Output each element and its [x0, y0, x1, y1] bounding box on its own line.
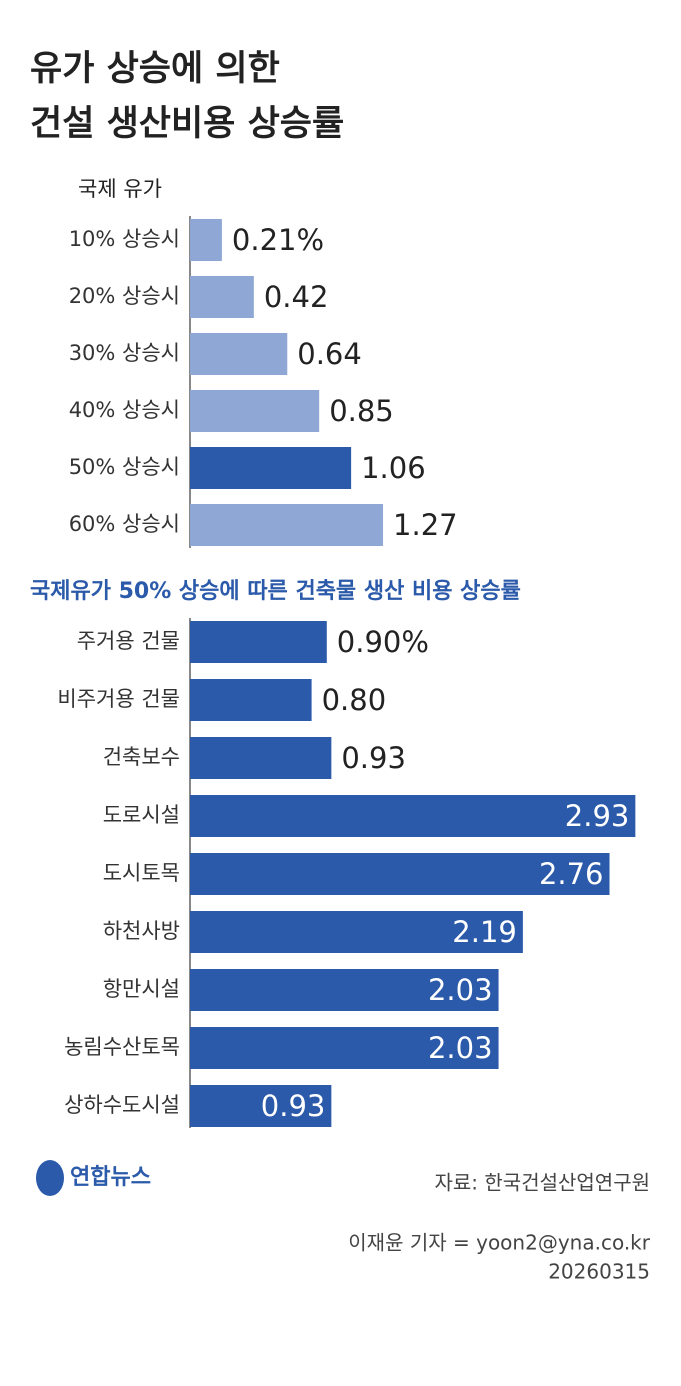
title-line: 건설 생산비용 상승률	[30, 104, 344, 144]
bar	[190, 1085, 332, 1127]
chart-subtitle: 국제유가 50% 상승에 따른 건축물 생산 비용 상승률	[30, 579, 521, 604]
y-tick-label: 항만시설	[103, 977, 180, 1001]
bar	[190, 795, 636, 837]
bar	[190, 679, 312, 721]
value-label: 0.93	[261, 1089, 326, 1123]
value-label: 0.80	[322, 683, 387, 717]
value-label: 1.06	[361, 451, 426, 485]
value-label: 0.64	[297, 337, 362, 371]
bar	[190, 390, 320, 432]
title-line: 유가 상승에 의한	[30, 49, 280, 89]
value-label: 0.93	[341, 741, 406, 775]
value-label: 2.03	[428, 1031, 493, 1065]
date: 20260315	[548, 1260, 650, 1284]
y-tick-label: 농림수산토목	[64, 1035, 180, 1059]
value-label: 2.76	[539, 857, 604, 891]
value-label: 0.90%	[337, 625, 429, 659]
y-tick-label: 상하수도시설	[64, 1093, 180, 1117]
bar	[190, 853, 610, 895]
y-tick-label: 50% 상승시	[69, 455, 180, 479]
y-tick-label: 30% 상승시	[69, 341, 180, 365]
value-label: 0.85	[329, 394, 394, 428]
value-label: 2.03	[428, 973, 493, 1007]
y-tick-label: 도로시설	[103, 803, 180, 827]
credit: 이재윤 기자 = yoon2@yna.co.kr	[348, 1231, 650, 1255]
y-tick-label: 40% 상승시	[69, 398, 180, 422]
bar	[190, 969, 499, 1011]
y-tick-label: 하천사방	[103, 919, 180, 943]
bar	[190, 1027, 499, 1069]
logo-mark	[36, 1160, 64, 1196]
value-label: 2.93	[565, 799, 630, 833]
bar	[190, 911, 523, 953]
bar	[190, 504, 384, 546]
y-tick-label: 20% 상승시	[69, 284, 180, 308]
y-tick-label: 60% 상승시	[69, 512, 180, 536]
value-label: 0.21%	[232, 223, 324, 257]
value-label: 1.27	[393, 508, 458, 542]
y-tick-label: 비주거용 건물	[57, 687, 180, 711]
y-tick-label: 주거용 건물	[77, 629, 180, 653]
value-label: 2.19	[452, 915, 517, 949]
y-tick-label: 도시토목	[103, 861, 180, 885]
bar	[190, 219, 222, 261]
axis-label: 국제 유가	[78, 177, 162, 201]
logo-text: 연합뉴스	[70, 1164, 151, 1190]
source: 자료: 한국건설산업연구원	[435, 1171, 651, 1195]
y-tick-label: 건축보수	[103, 745, 180, 769]
bar	[190, 447, 352, 489]
bar	[190, 621, 327, 663]
bar	[190, 333, 288, 375]
bar	[190, 276, 254, 318]
value-label: 0.42	[264, 280, 329, 314]
logo: 연합뉴스	[36, 1160, 151, 1196]
y-tick-label: 10% 상승시	[69, 227, 180, 251]
bar	[190, 737, 332, 779]
